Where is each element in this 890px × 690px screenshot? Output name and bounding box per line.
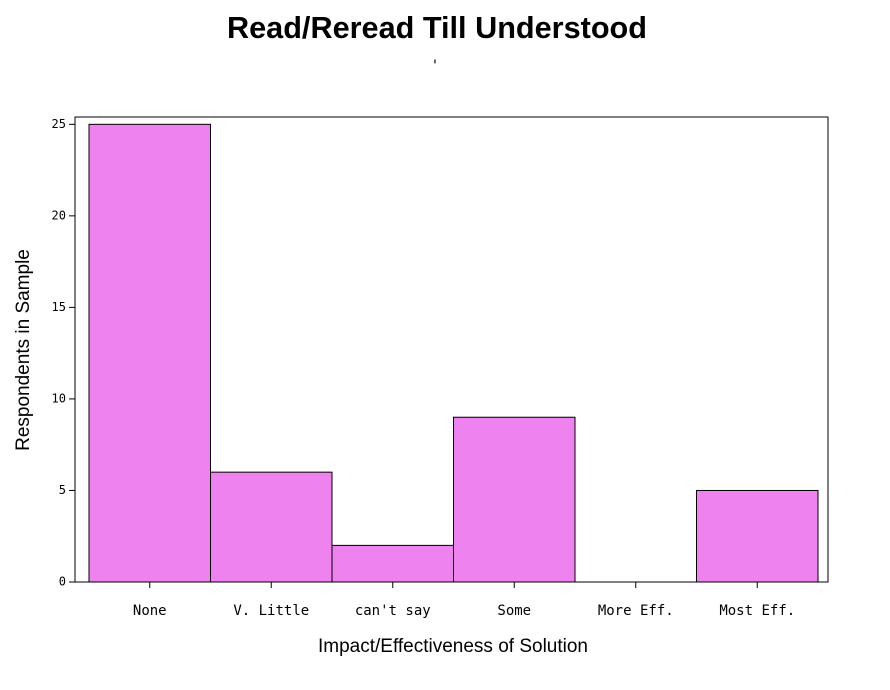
- x-tick-label: Some: [497, 603, 531, 619]
- x-axis-label: Impact/Effectiveness of Solution: [318, 636, 588, 657]
- x-tick-label: Most Eff.: [719, 603, 795, 619]
- bar: [696, 489, 819, 583]
- x-tick-label: V. Little: [233, 603, 309, 619]
- bar: [453, 416, 576, 583]
- y-tick-label: 0: [59, 575, 66, 589]
- chart-subtitle: ': [431, 58, 439, 74]
- y-tick-label: 10: [52, 391, 66, 405]
- y-tick-label: 15: [52, 300, 66, 314]
- chart-title: Read/Reread Till Understood: [227, 10, 647, 45]
- y-axis-label: Respondents in Sample: [13, 249, 34, 451]
- bar: [210, 471, 333, 583]
- y-tick-label: 25: [52, 117, 66, 131]
- bar: [88, 123, 211, 583]
- x-tick-label: None: [133, 603, 167, 619]
- x-tick-label: More Eff.: [598, 603, 674, 619]
- x-tick-label: can't say: [355, 603, 431, 619]
- y-tick-label: 5: [59, 483, 66, 497]
- y-tick-label: 20: [52, 208, 66, 222]
- bar: [331, 544, 454, 583]
